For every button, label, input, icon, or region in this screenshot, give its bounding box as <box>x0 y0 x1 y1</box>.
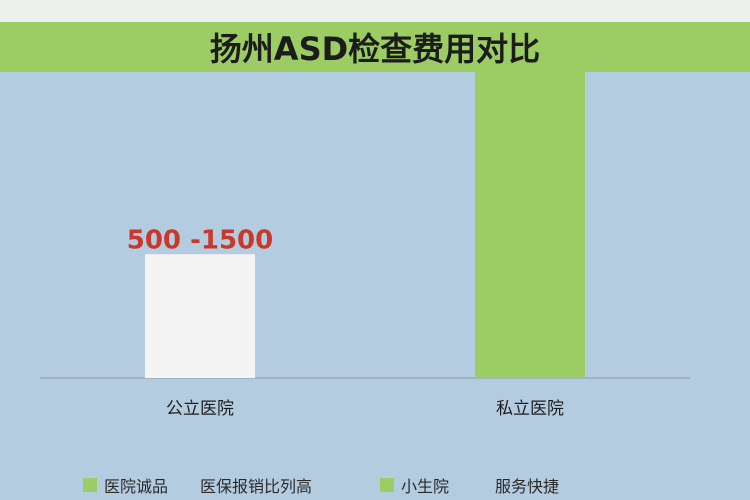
bar-2 <box>475 72 585 378</box>
data-label-1: 500 -1500 <box>127 225 273 255</box>
legend-item-1: 医院诚品 <box>83 470 168 500</box>
bar-1 <box>145 254 255 378</box>
legend-label-4: 服务快捷 <box>495 477 560 496</box>
bar-chart: 500 -1500公立医院2000 -5000私立医院 <box>40 72 690 419</box>
chart-title: 扬州ASD检查费用对比 <box>209 30 541 68</box>
top-border <box>0 0 750 22</box>
x-tick-label-2: 私立医院 <box>496 399 564 419</box>
title-band: 扬州ASD检查费用对比 <box>0 22 750 72</box>
legend-label-1: 医院诚品 <box>104 477 169 496</box>
legend-item-4: 服务快捷 <box>495 470 559 500</box>
legend-label-3: 小生院 <box>401 477 450 496</box>
legend-swatch-3 <box>380 478 394 492</box>
legend-item-2: 医保报销比列高 <box>200 470 312 500</box>
legend-label-2: 医保报销比列高 <box>200 477 313 496</box>
legend-item-3: 小生院 <box>380 470 449 500</box>
x-tick-label-1: 公立医院 <box>166 399 234 419</box>
legend: 医院诚品 医保报销比列高 小生院 服务快捷 <box>0 470 750 500</box>
legend-swatch-1 <box>83 478 97 492</box>
plot-area: 500 -1500公立医院2000 -5000私立医院 <box>0 72 750 500</box>
